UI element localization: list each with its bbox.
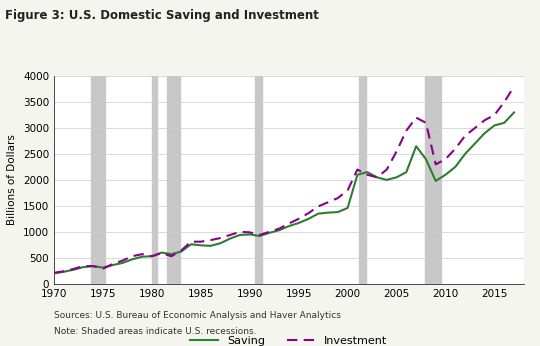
Bar (425, 76, 441, 284)
Bar (152, 76, 157, 284)
Text: Note: Shaded areas indicate U.S. recessions.: Note: Shaded areas indicate U.S. recessi… (54, 327, 256, 336)
Bar (166, 76, 180, 284)
Legend: Saving, Investment: Saving, Investment (186, 332, 392, 346)
Bar (359, 76, 367, 284)
Text: Figure 3: U.S. Domestic Saving and Investment: Figure 3: U.S. Domestic Saving and Inves… (5, 9, 319, 22)
Y-axis label: Billions of Dollars: Billions of Dollars (8, 135, 17, 225)
Bar (91, 76, 105, 284)
Text: Sources: U.S. Bureau of Economic Analysis and Haver Analytics: Sources: U.S. Bureau of Economic Analysi… (54, 311, 341, 320)
Bar (255, 76, 262, 284)
